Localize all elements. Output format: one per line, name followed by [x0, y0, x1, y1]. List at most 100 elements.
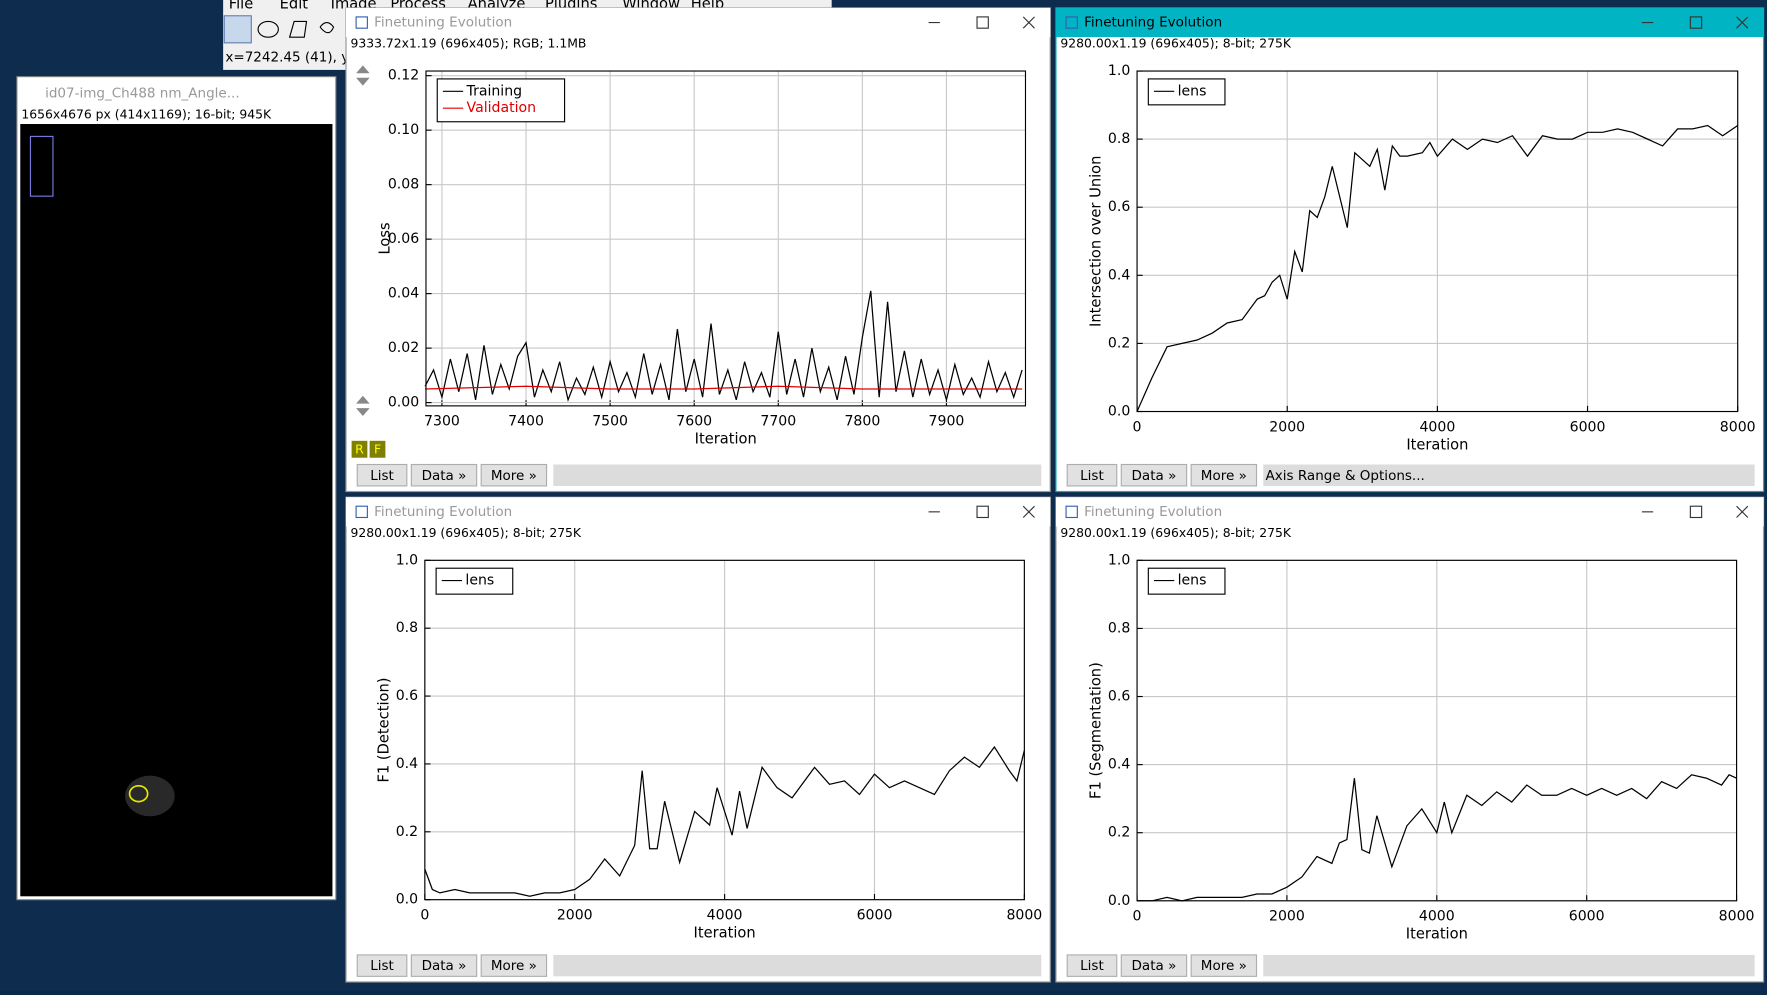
x-tick-label: 7400: [508, 414, 544, 430]
window-icon: [355, 505, 368, 519]
plot-window: Finetuning Evolution 9280.00x1.19 (696x40…: [1055, 7, 1765, 493]
data-line: [425, 385, 1023, 390]
button[interactable]: [356, 463, 408, 487]
y-tick-label: 1.0: [1108, 63, 1130, 79]
y-tick-label: 0.8: [396, 620, 418, 636]
toolbar-status: x=7242.45 (41), y=0.: [225, 49, 373, 65]
button[interactable]: [1190, 463, 1258, 487]
button[interactable]: [1120, 954, 1188, 977]
button[interactable]: [480, 954, 548, 977]
maximize-button[interactable]: [976, 16, 989, 29]
y-tick-label: 0.2: [396, 824, 418, 840]
image-canvas: [20, 124, 333, 897]
x-tick-label: 2000: [1269, 419, 1305, 435]
x-axis-label: Iteration: [1406, 436, 1468, 453]
x-tick-label: 7600: [676, 414, 712, 430]
tool-oval[interactable]: [257, 20, 279, 38]
status-text: Axis Range & Options...: [1266, 468, 1425, 484]
y-tick-label: 0.00: [388, 395, 419, 411]
legend-label: Training: [466, 83, 523, 99]
toggle-label[interactable]: F: [374, 441, 381, 456]
button[interactable]: [1120, 463, 1188, 487]
button-label[interactable]: Data »: [422, 958, 467, 974]
x-tick-label: 0: [420, 907, 429, 923]
y-axis-label: F1 (Detection): [375, 678, 392, 783]
button-label[interactable]: More »: [1201, 958, 1247, 974]
legend-label: lens: [465, 573, 494, 589]
y-tick-label: 0.04: [388, 286, 419, 302]
y-tick-label: 0.4: [396, 756, 418, 772]
roi-ellipse: [128, 784, 149, 803]
data-line: [424, 290, 1023, 403]
button[interactable]: [1190, 954, 1258, 977]
button[interactable]: [1066, 954, 1118, 977]
button-label[interactable]: Data »: [1132, 958, 1177, 974]
button-label[interactable]: More »: [491, 958, 537, 974]
y-tick-label: 0.10: [388, 122, 419, 138]
x-tick-label: 4000: [1419, 909, 1455, 925]
y-tick-label: 0.12: [388, 68, 419, 84]
y-tick-label: 0.6: [396, 688, 418, 704]
x-tick-label: 2000: [1269, 909, 1305, 925]
tool-polygon[interactable]: [288, 20, 308, 38]
x-tick-label: 8000: [1719, 909, 1755, 925]
y-tick-label: 0.4: [1108, 267, 1130, 283]
close-button[interactable]: [1022, 505, 1035, 518]
y-tick-label: 0.08: [388, 177, 419, 193]
window-info: 9280.00x1.19 (696x405); 8-bit; 275K: [1060, 35, 1291, 50]
button-label[interactable]: List: [370, 468, 394, 484]
button[interactable]: [480, 463, 548, 487]
button-label[interactable]: More »: [491, 468, 537, 484]
plot-window: Finetuning Evolution 9333.72x1.19 (696x40…: [345, 7, 1051, 493]
maximize-button[interactable]: [1689, 505, 1703, 519]
close-button[interactable]: [1736, 505, 1749, 518]
button[interactable]: [1066, 463, 1118, 487]
window-icon: [355, 16, 368, 29]
legend-box: [435, 567, 514, 595]
toggle-button[interactable]: [369, 440, 386, 458]
button-label[interactable]: List: [370, 958, 394, 974]
y-tick-label: 0.2: [1108, 825, 1130, 841]
tool-rect[interactable]: [223, 15, 252, 44]
window-info: 9280.00x1.19 (696x405); 8-bit; 275K: [1060, 525, 1291, 540]
menu-item[interactable]: File: [229, 0, 253, 13]
window-icon: [1065, 16, 1078, 29]
window-title: Finetuning Evolution: [374, 15, 512, 31]
y-tick-label: 0.0: [1108, 893, 1130, 909]
window-info: 9333.72x1.19 (696x405); RGB; 1.1MB: [350, 35, 586, 50]
button-label[interactable]: More »: [1201, 468, 1247, 484]
button[interactable]: [410, 954, 478, 977]
button[interactable]: [410, 463, 478, 487]
toggle-button[interactable]: [351, 440, 368, 458]
x-tick-label: 4000: [707, 907, 743, 923]
legend-label: lens: [1178, 83, 1207, 99]
window-title: Finetuning Evolution: [1084, 15, 1222, 31]
y-axis-label: F1 (Segmentation): [1087, 662, 1104, 799]
x-tick-label: 0: [1133, 909, 1142, 925]
x-axis-label: Iteration: [1406, 926, 1468, 943]
x-tick-label: 6000: [1570, 419, 1606, 435]
roi-rect: [29, 135, 54, 197]
menu-item[interactable]: Edit: [280, 0, 309, 13]
cell-signal: [125, 775, 175, 817]
maximize-button[interactable]: [1689, 16, 1703, 29]
y-tick-label: 0.0: [1108, 404, 1130, 420]
y-tick-label: 0.02: [388, 340, 419, 356]
x-axis-label: Iteration: [694, 924, 756, 941]
button-label[interactable]: List: [1080, 468, 1104, 484]
maximize-button[interactable]: [976, 505, 989, 519]
button[interactable]: [356, 954, 408, 977]
tool-freehand[interactable]: [319, 21, 335, 34]
toggle-label[interactable]: R: [355, 441, 364, 456]
button-label[interactable]: List: [1080, 958, 1104, 974]
plot-border: [1136, 70, 1739, 413]
close-button[interactable]: [1736, 16, 1749, 29]
plot-windows: Finetuning Evolution 9333.72x1.19 (696x40…: [345, 7, 1765, 983]
button-label[interactable]: Data »: [422, 468, 467, 484]
x-tick-label: 7300: [424, 414, 460, 430]
close-button[interactable]: [1022, 16, 1035, 29]
x-tick-label: 6000: [857, 907, 893, 923]
window-title: Finetuning Evolution: [374, 504, 512, 520]
button-label[interactable]: Data »: [1132, 468, 1177, 484]
